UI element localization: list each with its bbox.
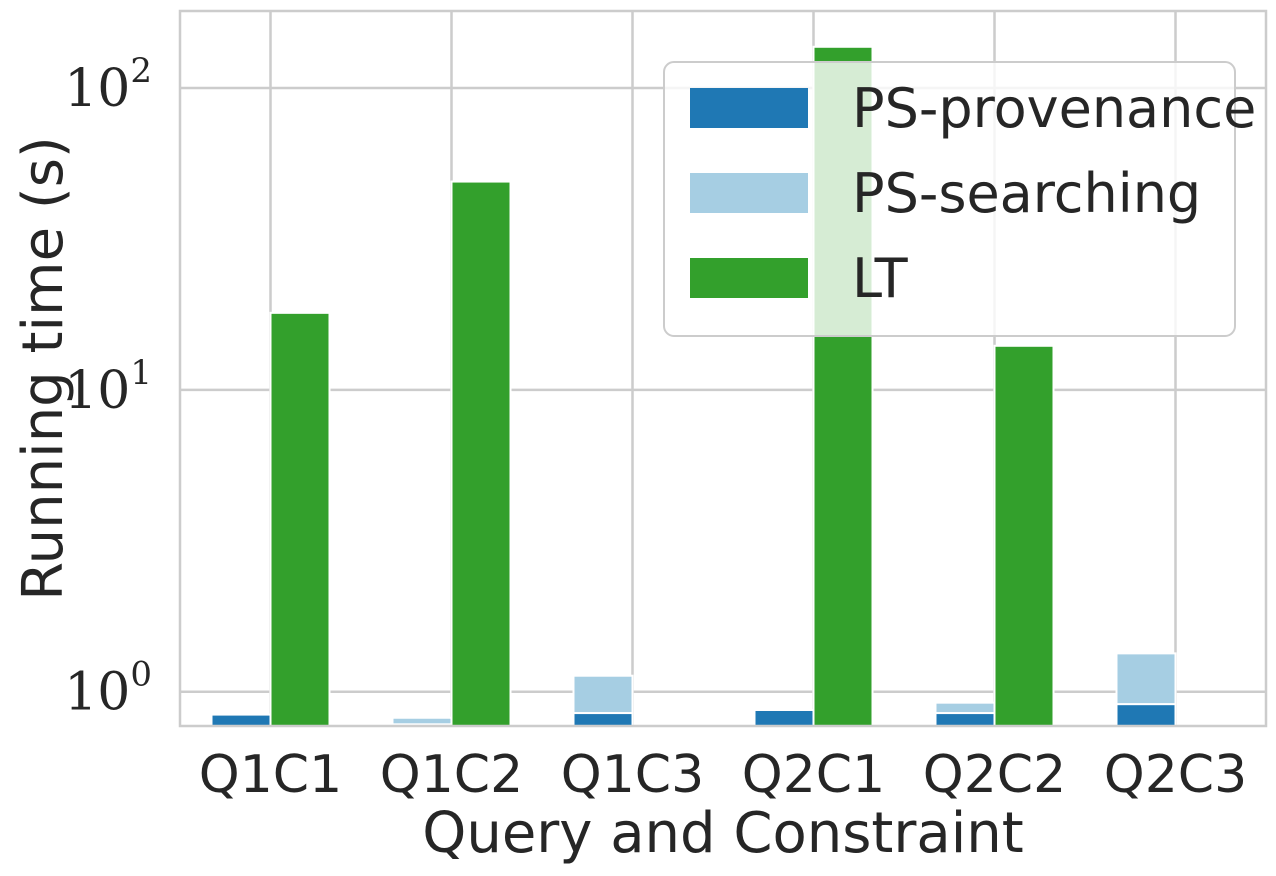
bar-ps-searching bbox=[934, 701, 996, 715]
bar-ps-provenance bbox=[572, 712, 634, 727]
y-tick-base: 10 bbox=[64, 59, 130, 119]
legend-label: LT bbox=[852, 247, 909, 310]
bar-ps-provenance bbox=[1115, 703, 1177, 727]
bar-ps-searching bbox=[1115, 652, 1177, 706]
y-tick-label: 101 bbox=[64, 353, 152, 421]
bars bbox=[210, 45, 1177, 728]
legend-swatch bbox=[690, 258, 808, 298]
y-tick-label: 100 bbox=[64, 655, 152, 723]
bar-ps-provenance bbox=[934, 712, 996, 727]
x-tick-label: Q2C3 bbox=[1104, 745, 1247, 805]
x-tick-label: Q2C1 bbox=[742, 745, 885, 805]
x-tick-label: Q1C3 bbox=[561, 745, 704, 805]
bar-ps-searching bbox=[391, 716, 453, 726]
x-axis-ticks: Q1C1 Q1C2 Q1C3 Q2C1 Q2C2 Q2C3 bbox=[199, 745, 1247, 805]
y-tick-label: 102 bbox=[64, 51, 152, 119]
legend-swatch bbox=[690, 88, 808, 128]
legend: PS-provenance PS-searching LT bbox=[663, 61, 1256, 337]
bar-ps-searching bbox=[572, 674, 634, 715]
y-tick-exponent: 0 bbox=[130, 655, 152, 695]
x-axis-label: Query and Constraint bbox=[422, 801, 1023, 866]
x-tick-label: Q1C1 bbox=[199, 745, 342, 805]
legend-label: PS-searching bbox=[852, 162, 1201, 225]
bar-lt bbox=[993, 344, 1055, 727]
x-tick-label: Q2C2 bbox=[923, 745, 1066, 805]
y-tick-exponent: 2 bbox=[130, 51, 152, 91]
plot-frame bbox=[178, 9, 1268, 728]
y-tick-base: 10 bbox=[64, 361, 130, 421]
y-tick-exponent: 1 bbox=[130, 353, 152, 393]
y-tick-base: 10 bbox=[64, 663, 130, 723]
legend-label: PS-provenance bbox=[852, 77, 1256, 140]
bar-lt bbox=[450, 180, 512, 727]
y-axis-label: Running time (s) bbox=[11, 136, 76, 600]
legend-swatch bbox=[690, 173, 808, 213]
bar-ps-provenance bbox=[210, 713, 272, 728]
x-tick-label: Q1C2 bbox=[380, 745, 523, 805]
bar-lt bbox=[269, 311, 331, 727]
bar-ps-provenance bbox=[753, 708, 815, 727]
